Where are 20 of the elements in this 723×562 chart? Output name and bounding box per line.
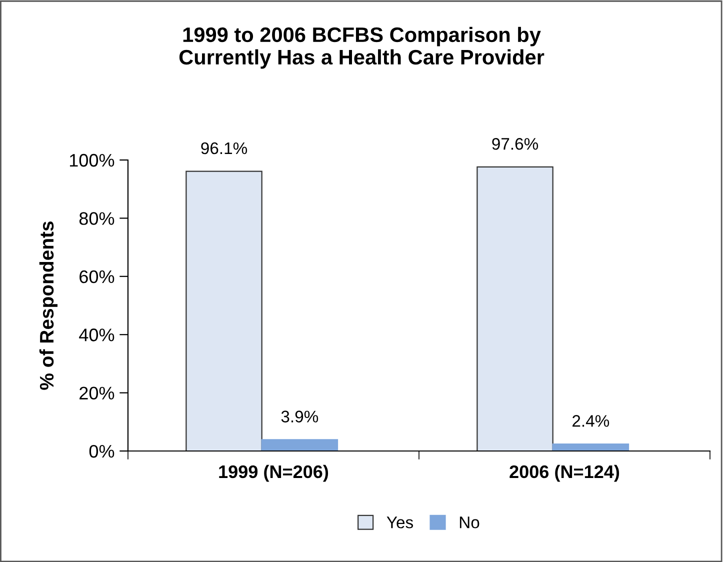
- bar: [552, 443, 630, 452]
- x-tick-label: 1999 (N=206): [219, 464, 328, 482]
- y-tick-label: 40%: [79, 328, 114, 342]
- y-tick-label: 20%: [80, 386, 114, 400]
- legend-label: No: [460, 516, 480, 528]
- data-label: 97.6%: [492, 138, 538, 150]
- y-tick-label: 0%: [89, 444, 114, 458]
- y-axis-title: % of Respondents: [39, 221, 58, 390]
- legend-label: Yes: [386, 516, 413, 528]
- bar: [186, 170, 262, 452]
- y-tick-label: 100%: [70, 154, 114, 167]
- data-label: 3.9%: [281, 410, 318, 422]
- y-tick-label: 80%: [79, 212, 114, 225]
- data-label: 96.1%: [201, 142, 248, 154]
- y-tick-label: 60%: [80, 270, 114, 284]
- bar: [476, 166, 554, 452]
- data-label: 2.4%: [572, 415, 610, 427]
- chart-title: 1999 to 2006 BCFBS Comparison by Currently Has a Health Care Provider: [179, 26, 544, 69]
- bar: [261, 439, 338, 452]
- x-tick-label: 2006 (N=124): [510, 464, 620, 482]
